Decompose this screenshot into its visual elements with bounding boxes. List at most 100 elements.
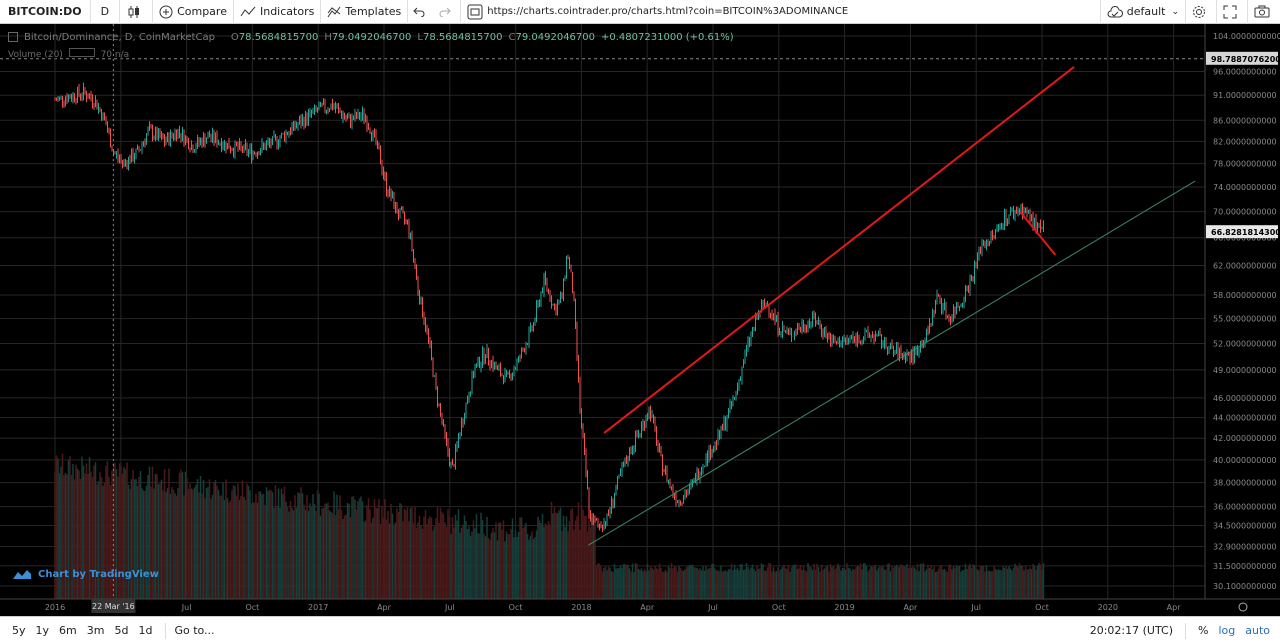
volume-label: Volume (20) [8, 50, 63, 60]
tradingview-watermark[interactable]: Chart by TradingView [12, 568, 159, 580]
time-tick-label: Apr [377, 603, 392, 612]
watermark-text: Chart by TradingView [38, 568, 159, 580]
current-price-marker: 66.8281814300 [1211, 228, 1280, 237]
price-tick-label: 32.9000000000 [1213, 543, 1277, 552]
interval-button[interactable]: D [91, 0, 121, 24]
chart-type-button[interactable] [120, 0, 154, 24]
chevron-down-icon: ⌄ [1171, 6, 1179, 17]
time-tick-label: 2017 [308, 603, 328, 612]
price-chart[interactable]: 104.0000000000 96.0000000000 91.0000000000… [0, 24, 1280, 616]
legend-high: H79.0492046700 [324, 32, 411, 43]
layout-button[interactable]: default ⌄ [1099, 0, 1186, 24]
chart-area[interactable]: Bitcoin/Dominance, D, CoinMarketCap O78.… [0, 24, 1280, 616]
templates-button[interactable]: Templates [321, 0, 409, 24]
range-buttons: 5y 1y 6m 3m 5d 1d [0, 624, 157, 637]
clock: 20:02:17 (UTC) [1089, 624, 1173, 637]
price-tick-label: 70.0000000000 [1213, 208, 1277, 217]
bottom-right: 20:02:17 (UTC) % log auto [1089, 622, 1280, 639]
legend-open-value: 78.5684815700 [238, 32, 319, 43]
time-tick-label: Jul [444, 603, 455, 612]
top-price-marker-bg [1206, 51, 1278, 65]
price-tick-label: 55.0000000000 [1213, 315, 1277, 324]
price-axis[interactable]: 104.0000000000 96.0000000000 91.0000000000… [1204, 24, 1280, 616]
time-tick-label: Oct [509, 603, 523, 612]
volume-controls-icon[interactable] [68, 48, 95, 57]
price-axis-bg [1205, 24, 1280, 616]
range-button-1d[interactable]: 1d [138, 624, 153, 637]
compare-button[interactable]: Compare [153, 0, 234, 24]
range-button-5y[interactable]: 5y [12, 624, 26, 637]
legend-low: L78.5684815700 [417, 32, 502, 43]
time-tick-label: 2016 [45, 603, 65, 612]
legend-open-key: O [230, 32, 239, 43]
settings-button[interactable] [1186, 0, 1217, 24]
time-axis[interactable]: 2016 Apr Jul Oct 2017 Apr Jul Oct 2018 Apr Jul Oct 2… [0, 598, 1280, 616]
price-tick-label: 96.0000000000 [1213, 68, 1277, 77]
url-box[interactable]: https://charts.cointrader.pro/charts.htm… [461, 2, 854, 22]
time-tick-label: Apr [1167, 603, 1182, 612]
fullscreen-button[interactable] [1217, 0, 1248, 24]
auto-toggle[interactable]: auto [1245, 624, 1270, 637]
legend-high-key: H [324, 32, 332, 43]
layout-label: default [1126, 5, 1166, 18]
compare-label: Compare [177, 5, 227, 18]
price-tick-label: 34.5000000000 [1213, 521, 1277, 530]
time-tick-label: Apr [903, 603, 918, 612]
time-tick-label: 2020 [1098, 603, 1118, 612]
price-tick-label: 58.0000000000 [1213, 291, 1277, 300]
legend-low-value: 78.5684815700 [422, 32, 503, 43]
range-button-6m[interactable]: 6m [59, 624, 77, 637]
price-tick-label: 38.0000000000 [1213, 479, 1277, 488]
percent-toggle[interactable]: % [1198, 624, 1209, 637]
indicators-label: Indicators [259, 5, 315, 18]
range-button-1y[interactable]: 1y [35, 624, 50, 637]
indicators-button[interactable]: Indicators [234, 0, 322, 24]
drawings [588, 66, 1196, 546]
price-tick-label: 104.0000000000 [1213, 32, 1280, 41]
interval-label: D [100, 5, 110, 18]
time-tick-label: Jul [707, 603, 718, 612]
time-tick-label: Oct [245, 603, 259, 612]
volume-bars [54, 453, 1045, 599]
time-tick-label: Jul [181, 603, 192, 612]
range-button-5d[interactable]: 5d [114, 624, 129, 637]
crosshair-date-bg [91, 599, 136, 613]
legend-close: C79.0492046700 [509, 32, 596, 43]
legend-title: Bitcoin/Dominance, D, CoinMarketCap [24, 32, 215, 43]
goto-button[interactable]: Go to... [174, 624, 215, 637]
symbol-search[interactable]: BITCOIN:DO [0, 0, 91, 24]
green-lower-channel-line[interactable] [588, 180, 1196, 546]
price-tick-label: 74.0000000000 [1213, 183, 1277, 192]
legend-close-value: 79.0492046700 [515, 32, 596, 43]
price-tick-label: 49.0000000000 [1213, 366, 1277, 375]
legend-close-key: C [508, 32, 516, 43]
range-button-3m[interactable]: 3m [86, 624, 105, 637]
price-tick-label: 44.0000000000 [1213, 414, 1277, 423]
red-upper-channel-line[interactable] [603, 66, 1075, 434]
axis-settings-icon[interactable] [1238, 602, 1248, 612]
bottom-separator [165, 622, 167, 639]
red-short-decline-line[interactable] [1019, 210, 1057, 256]
cloud-check-icon [1107, 5, 1123, 17]
redo-icon [439, 7, 451, 17]
current-price-marker-bg [1206, 225, 1278, 239]
camera-icon [1254, 5, 1270, 18]
redo-button[interactable] [434, 0, 462, 24]
indicators-icon [240, 6, 256, 16]
crosshair-date-label: 22 Mar '16 [92, 602, 135, 611]
price-tick-label: 46.0000000000 [1213, 394, 1277, 403]
log-toggle[interactable]: log [1218, 624, 1236, 637]
legend-change: +0.4807231000 (+0.61%) [601, 32, 734, 43]
legend-eye-icon[interactable] [8, 32, 18, 42]
volume-legend: Volume (20) 70 n/a [8, 48, 129, 60]
price-tick-label: 66.0000000000 [1213, 234, 1277, 243]
clock-separator [1185, 622, 1186, 639]
time-tick-label: 2018 [571, 603, 591, 612]
legend-high-value: 79.0492046700 [331, 32, 412, 43]
time-axis-bg [0, 599, 1280, 616]
undo-button[interactable] [408, 0, 434, 24]
time-tick-label: Oct [1035, 603, 1049, 612]
series-legend: Bitcoin/Dominance, D, CoinMarketCap O78.… [8, 32, 734, 43]
price-tick-label: 86.0000000000 [1213, 116, 1277, 125]
snapshot-button[interactable] [1248, 0, 1280, 24]
